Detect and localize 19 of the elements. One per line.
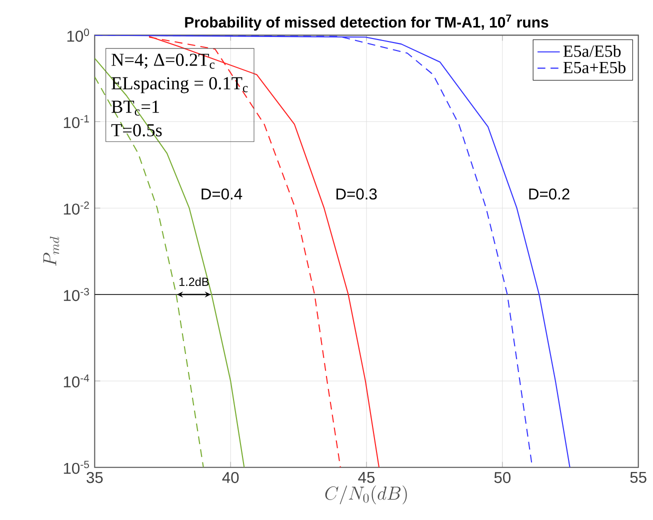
y-tick-label: 10$^{-3}$ (64, 288, 89, 301)
y-axis-title: $P_{md}$ (43, 236, 60, 266)
y-tick-label: 10$^{-1}$ (64, 115, 89, 128)
annotation: D=0.4 (202, 188, 242, 200)
y-tick-label: 10$^{-2}$ (64, 201, 89, 215)
chart-title: Probability of missed detection for TM-A1, 10$^{7}$ runs (185, 14, 548, 30)
x-tick-label: 50 (494, 472, 511, 483)
annotation: D=0.2 (529, 188, 570, 200)
annotation: N=4; Δ=0.2T$_{c}$ (112, 54, 215, 69)
x-axis-title: $C/N_0(dB)$ (325, 485, 407, 504)
legend-label: E5a/E5b (563, 44, 621, 57)
x-tick-label: 35 (86, 472, 103, 483)
x-tick-label: 55 (630, 472, 646, 483)
legend-label: E5a+E5b (563, 61, 626, 74)
x-tick-label: 45 (358, 472, 375, 483)
x-tick-label: 40 (222, 472, 239, 483)
y-tick-label: 10$^{-4}$ (64, 374, 90, 388)
annotation: D=0.3 (336, 188, 377, 200)
y-tick-label: 10$^{0}$ (67, 28, 90, 42)
